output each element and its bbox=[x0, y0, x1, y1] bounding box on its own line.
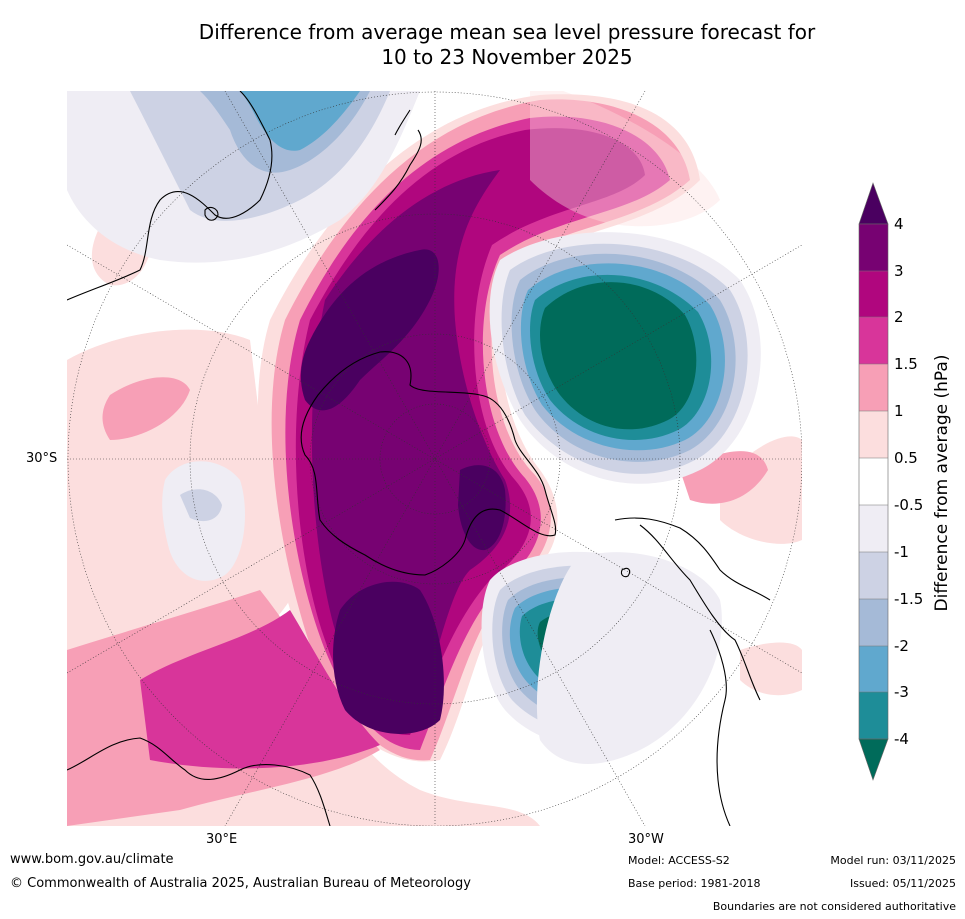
title-line-1: Difference from average mean sea level p… bbox=[198, 20, 816, 44]
colorbar-tick-4: 4 bbox=[894, 215, 904, 233]
colorbar-tick-1: 1 bbox=[894, 402, 904, 420]
colorbar-swatch-1-1.5 bbox=[859, 364, 888, 411]
colorbar-title: Difference from average (hPa) bbox=[932, 354, 952, 612]
colorbar-tick-neg-2: -2 bbox=[894, 637, 909, 655]
map-panel bbox=[67, 91, 802, 826]
negative-anomaly-west bbox=[162, 461, 722, 764]
colorbar-swatch-3-4 bbox=[859, 224, 888, 271]
colorbar-tick-neg-4: -4 bbox=[894, 730, 909, 748]
anomaly-small-low bbox=[180, 489, 222, 522]
footer-url[interactable]: www.bom.gov.au/climate bbox=[10, 852, 174, 867]
south-america-coast bbox=[614, 517, 771, 701]
colorbar-swatch-1.5-2 bbox=[859, 317, 888, 364]
footer-base-period: Base period: 1981-2018 bbox=[628, 877, 761, 890]
lon-label-30e: 30°E bbox=[206, 832, 238, 847]
colorbar-dividers bbox=[859, 270, 888, 693]
colorbar-tick-neg-0.5: -0.5 bbox=[894, 496, 924, 514]
tasmania-coast bbox=[204, 206, 219, 221]
south-america-coast-2 bbox=[709, 629, 731, 826]
africa-coast bbox=[67, 737, 331, 826]
graticule bbox=[67, 91, 802, 826]
colorbar-swatch-neg-3-4 bbox=[859, 692, 888, 739]
title-line-2: 10 to 23 November 2025 bbox=[381, 45, 633, 69]
anomaly-band-above-4 bbox=[300, 249, 506, 734]
colorbar-swatch-neg-1-1.5 bbox=[859, 552, 888, 599]
footer-disclaimer: Boundaries are not considered authoritat… bbox=[712, 900, 956, 913]
colorbar-swatch-2-3 bbox=[859, 271, 888, 317]
colorbar-extend-max bbox=[858, 182, 889, 225]
australia-coast bbox=[67, 91, 273, 301]
negative-anomaly-top-left bbox=[67, 91, 420, 263]
colorbar-outline bbox=[858, 223, 889, 740]
coastlines bbox=[67, 91, 771, 826]
colorbar-tick-2: 2 bbox=[894, 308, 904, 326]
lat-label-30s: 30°S bbox=[26, 451, 58, 466]
falklands-coast bbox=[620, 567, 631, 578]
footer-copyright: © Commonwealth of Australia 2025, Austra… bbox=[10, 876, 471, 891]
chart-title: Difference from average mean sea level p… bbox=[0, 20, 965, 70]
colorbar-tick-0.5: 0.5 bbox=[894, 449, 918, 467]
colorbar-tick-neg-3: -3 bbox=[894, 683, 909, 701]
colorbar-swatch-0.5-1 bbox=[859, 411, 888, 458]
colorbar-swatch-neg-1.5-2 bbox=[859, 599, 888, 646]
colorbar-swatch-neg-0.5-1 bbox=[859, 505, 888, 552]
footer-model-run: Model run: 03/11/2025 bbox=[830, 854, 956, 867]
colorbar-tick-3: 3 bbox=[894, 262, 904, 280]
antarctica-coast bbox=[300, 351, 557, 576]
anomaly-pink-fade bbox=[530, 91, 720, 227]
colorbar-tick-1.5: 1.5 bbox=[894, 355, 918, 373]
negative-anomaly-upper bbox=[489, 232, 761, 484]
colorbar-tick-neg-1: -1 bbox=[894, 543, 909, 561]
lon-label-30w: 30°W bbox=[628, 832, 664, 847]
new-zealand-coast bbox=[374, 109, 422, 211]
colorbar-tick-neg-1.5: -1.5 bbox=[894, 590, 924, 608]
colorbar-swatch-neg-2-3 bbox=[859, 646, 888, 692]
colorbar-swatch-neutral bbox=[859, 458, 888, 505]
colorbar-extend-min bbox=[858, 738, 889, 781]
colorbar bbox=[858, 182, 889, 781]
footer-model: Model: ACCESS-S2 bbox=[628, 854, 730, 867]
footer-issued: Issued: 05/11/2025 bbox=[849, 877, 956, 890]
